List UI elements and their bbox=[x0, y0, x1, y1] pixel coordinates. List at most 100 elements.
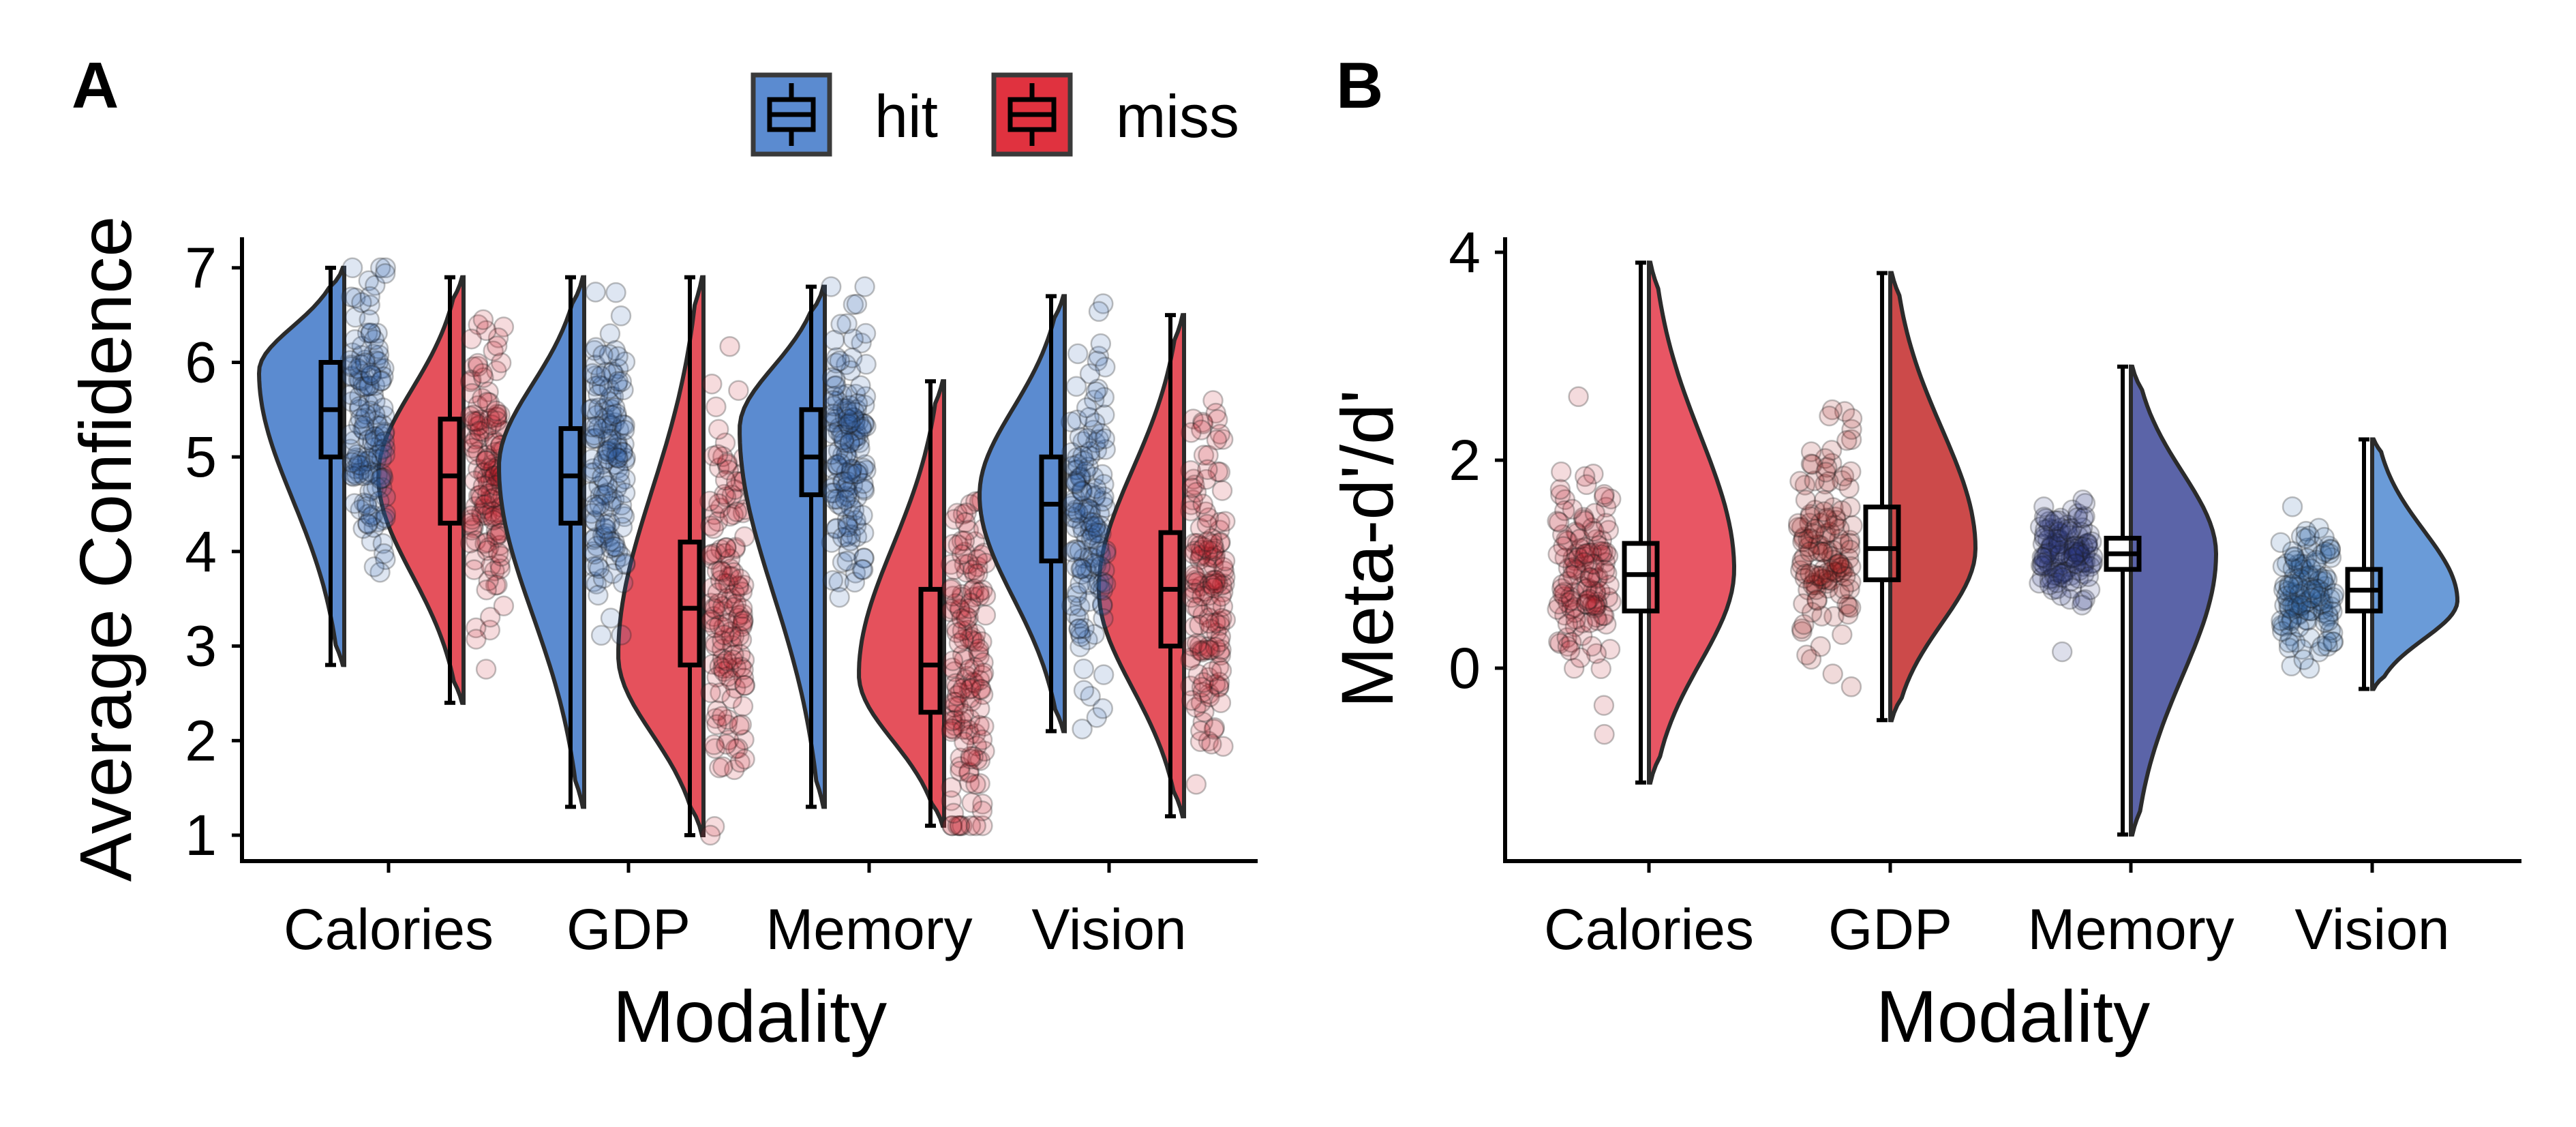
data-point bbox=[960, 592, 982, 614]
data-point bbox=[1080, 504, 1101, 526]
data-point bbox=[833, 471, 854, 492]
data-point bbox=[701, 543, 723, 565]
data-point bbox=[583, 529, 605, 550]
data-point bbox=[1092, 595, 1113, 616]
data-point bbox=[1559, 640, 1581, 661]
panel-a-group-vision bbox=[978, 293, 1237, 819]
data-point bbox=[1093, 387, 1115, 408]
data-point bbox=[363, 329, 385, 350]
data-point bbox=[848, 410, 869, 432]
data-point bbox=[342, 452, 363, 473]
data-point bbox=[1095, 573, 1117, 595]
data-point bbox=[951, 710, 973, 732]
data-point bbox=[721, 670, 742, 691]
data-point bbox=[831, 496, 853, 517]
data-point bbox=[1187, 597, 1209, 619]
data-point bbox=[1787, 513, 1809, 534]
data-point bbox=[1087, 350, 1108, 372]
data-point bbox=[962, 672, 984, 693]
data-point bbox=[716, 612, 738, 634]
data-point bbox=[969, 750, 991, 771]
data-point bbox=[486, 360, 507, 382]
boxplot-calories bbox=[1622, 260, 1660, 785]
data-point bbox=[592, 466, 613, 487]
data-point bbox=[362, 431, 383, 452]
data-point bbox=[1072, 445, 1093, 466]
data-point bbox=[360, 362, 381, 384]
data-point bbox=[1558, 592, 1579, 614]
data-point bbox=[1585, 596, 1607, 618]
data-point bbox=[607, 457, 629, 479]
data-point bbox=[1181, 422, 1202, 443]
data-point bbox=[971, 631, 992, 652]
data-point bbox=[371, 425, 392, 447]
data-point bbox=[703, 816, 725, 837]
data-point bbox=[1575, 593, 1596, 615]
data-point bbox=[723, 504, 744, 526]
data-point bbox=[348, 414, 369, 435]
data-point bbox=[1557, 530, 1578, 552]
data-point bbox=[584, 462, 605, 483]
data-point bbox=[607, 374, 628, 395]
data-point bbox=[1065, 473, 1087, 494]
data-point bbox=[966, 735, 988, 757]
data-point bbox=[1196, 513, 1218, 535]
data-point bbox=[1793, 526, 1815, 547]
data-point bbox=[1595, 541, 1617, 563]
data-point bbox=[708, 457, 730, 479]
data-point bbox=[1558, 558, 1579, 579]
data-point bbox=[466, 629, 487, 650]
data-point bbox=[1209, 642, 1230, 663]
data-point bbox=[1823, 497, 1844, 518]
data-point bbox=[475, 494, 496, 515]
data-point bbox=[847, 393, 868, 415]
data-point bbox=[1181, 647, 1202, 669]
data-point bbox=[473, 494, 495, 516]
data-point bbox=[475, 450, 497, 471]
data-point bbox=[841, 347, 863, 369]
data-point bbox=[712, 756, 733, 777]
data-point bbox=[352, 517, 374, 539]
data-point bbox=[1791, 621, 1813, 642]
data-point bbox=[1208, 676, 1230, 698]
data-point bbox=[585, 282, 606, 303]
data-point bbox=[367, 415, 389, 437]
data-point bbox=[1199, 686, 1220, 708]
data-point bbox=[832, 527, 853, 548]
data-point bbox=[463, 517, 484, 539]
data-point bbox=[1090, 545, 1112, 567]
data-point bbox=[466, 617, 487, 639]
data-point bbox=[1072, 481, 1093, 502]
data-point bbox=[823, 385, 845, 407]
data-point bbox=[961, 792, 982, 813]
data-point bbox=[942, 534, 964, 555]
data-point bbox=[1209, 462, 1231, 483]
data-point bbox=[951, 543, 973, 565]
data-point bbox=[706, 714, 727, 736]
data-point bbox=[1181, 635, 1203, 657]
data-point bbox=[1795, 490, 1817, 511]
data-point bbox=[1804, 500, 1825, 521]
data-point bbox=[1584, 502, 1606, 524]
data-point bbox=[1072, 521, 1094, 543]
data-point bbox=[1834, 401, 1855, 422]
data-point bbox=[969, 670, 990, 691]
data-point bbox=[465, 429, 487, 450]
data-point bbox=[374, 423, 395, 445]
data-point bbox=[582, 541, 604, 562]
data-point bbox=[1209, 520, 1230, 541]
data-point bbox=[584, 494, 605, 515]
data-point bbox=[1183, 572, 1204, 594]
data-point bbox=[2059, 521, 2080, 542]
data-point bbox=[1189, 545, 1211, 567]
data-point bbox=[1089, 503, 1110, 524]
data-point bbox=[731, 714, 752, 735]
data-point bbox=[1804, 565, 1825, 586]
data-point bbox=[825, 375, 847, 396]
data-point bbox=[368, 344, 390, 365]
data-point bbox=[972, 665, 993, 686]
data-point bbox=[716, 588, 738, 610]
data-point bbox=[594, 470, 615, 492]
data-point bbox=[1093, 293, 1114, 314]
data-point bbox=[346, 447, 367, 468]
